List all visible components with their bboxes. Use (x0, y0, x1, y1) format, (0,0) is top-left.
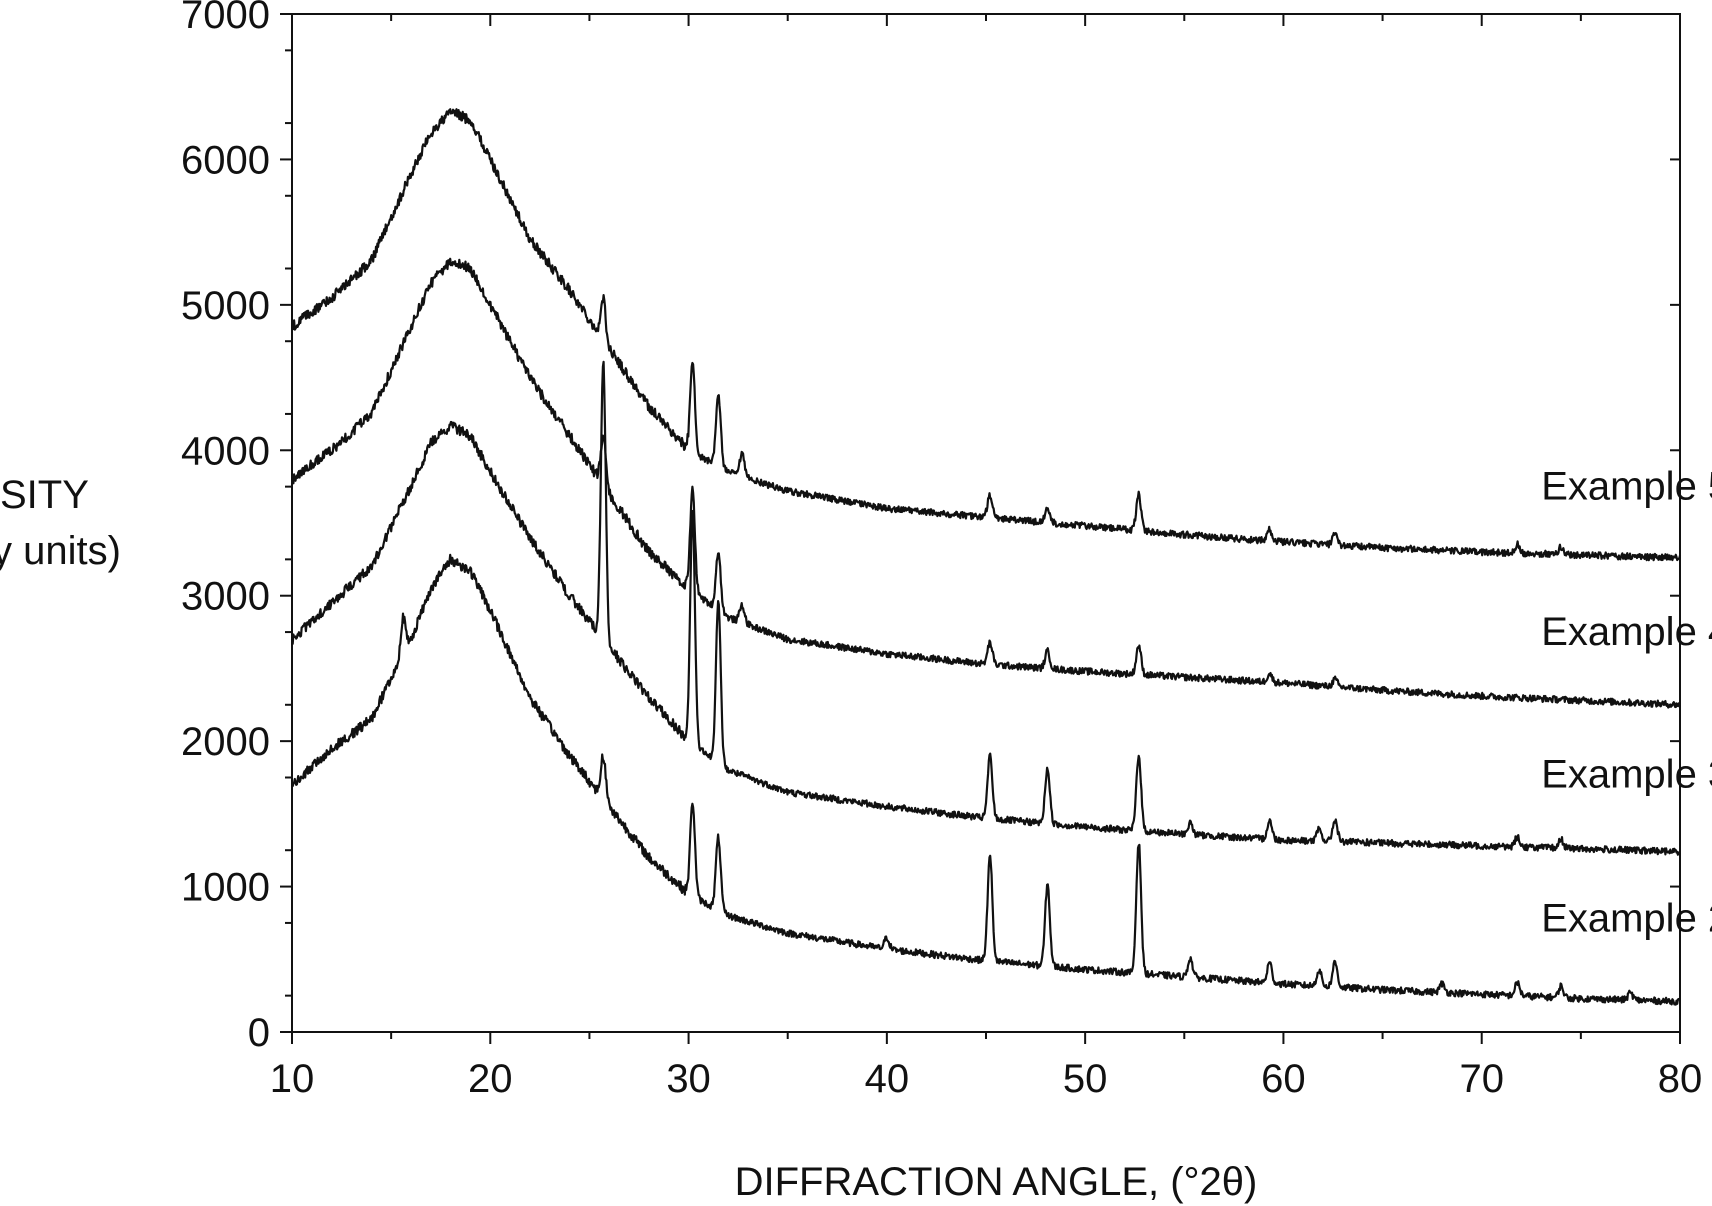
y-axis-title-line: SITY (0, 473, 89, 517)
xrd-chart: 10 20 30 40 50 60 70 80 0 1000 2000 3000 4000 5000 600… (0, 0, 1712, 1206)
traces-group (292, 109, 1680, 1004)
x-tick-label: 70 (1459, 1057, 1504, 1101)
y-tick-label: 0 (248, 1011, 270, 1055)
y-tick-label: 7000 (181, 0, 270, 37)
y-tick-label: 5000 (181, 284, 270, 328)
series-trace-example-2 (292, 555, 1680, 1005)
series-label: Example 5 (1541, 465, 1712, 509)
y-tick-label: 1000 (181, 866, 270, 910)
series-label: Example 4 (1541, 610, 1712, 654)
y-tick-label: 3000 (181, 575, 270, 619)
y-axis-title-line: y units) (0, 529, 121, 573)
x-tick-label: 40 (865, 1057, 910, 1101)
x-tick-label: 50 (1063, 1057, 1108, 1101)
y-tick-label: 2000 (181, 720, 270, 764)
series-label: Example 2 (1541, 897, 1712, 941)
x-tick-label: 80 (1658, 1057, 1703, 1101)
series-label: Example 3 (1541, 753, 1712, 797)
y-tick-label: 4000 (181, 429, 270, 473)
series-trace-example-3 (292, 362, 1680, 855)
x-tick-label: 10 (270, 1057, 315, 1101)
series-trace-example-4 (292, 259, 1680, 708)
x-tick-label: 20 (468, 1057, 513, 1101)
x-tick-label: 30 (666, 1057, 711, 1101)
y-tick-label: 6000 (181, 138, 270, 182)
x-tick-label: 60 (1261, 1057, 1306, 1101)
x-axis-title: DIFFRACTION ANGLE, (°2θ) (735, 1160, 1258, 1204)
axes-group: 10 20 30 40 50 60 70 80 0 1000 2000 3000 4000 5000 600… (0, 0, 1702, 1204)
plot-frame (292, 14, 1680, 1032)
chart-svg: 10 20 30 40 50 60 70 80 0 1000 2000 3000 4000 5000 600… (0, 0, 1712, 1206)
